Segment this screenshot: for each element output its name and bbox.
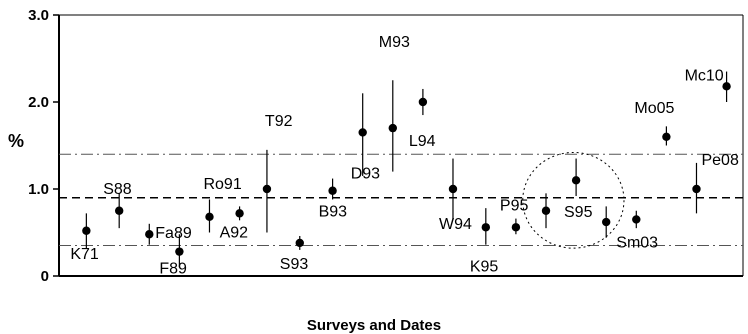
point-marker [295,238,304,248]
point-label: F89 [159,261,187,278]
data-point: D93 [351,93,380,182]
data-point: S93 [280,235,309,273]
data-point: Fa89 [145,223,192,245]
data-point: B93 [319,178,348,221]
reference-lines [59,153,743,247]
point-marker [418,97,428,107]
data-points: K71 S88 Fa89 F89 Ro91 A92 T92 S93 B93 D93 M93 L94 W9… [70,34,739,278]
point-label: P95 [500,197,529,214]
point-marker [632,215,641,224]
point-label: Mo05 [634,100,674,117]
point-marker [511,223,521,232]
data-point: W94 [439,158,472,233]
point-label: D93 [351,165,380,182]
point-label: A92 [220,224,249,241]
data-point: T92 [262,113,293,233]
circle-annotation-layer [522,151,625,249]
point-label: T92 [265,113,293,130]
data-point: Sm03 [616,210,658,251]
data-point [602,206,611,238]
point-label: Mc10 [685,67,724,84]
point-label: M93 [379,34,410,51]
point-label: L94 [409,133,436,150]
point-marker [722,82,731,91]
point-label: Ro91 [203,176,241,193]
point-marker [602,217,611,227]
data-point: K71 [70,213,99,263]
point-label: Fa89 [155,225,192,242]
point-marker [175,247,184,256]
point-marker [235,209,244,218]
y-tick-label: 3.0 [28,7,49,24]
point-marker [481,223,491,232]
y-tick-label: 0 [41,268,49,285]
point-marker [662,132,671,141]
point-marker [114,206,124,215]
point-label: S93 [280,256,309,273]
point-label: B93 [319,204,348,221]
data-point: A92 [220,206,249,241]
data-point: L94 [409,88,436,150]
point-label: W94 [439,216,472,233]
point-marker [692,184,701,194]
point-marker [262,184,272,194]
data-point: S95 [541,193,593,229]
point-marker [328,186,337,195]
point-marker [571,176,581,185]
data-point: S88 [103,181,132,229]
y-axis-ticks: 0 1.0 2.0 3.0 [28,7,59,285]
point-label: S88 [103,181,132,198]
x-axis-label: Surveys and Dates [307,317,441,334]
y-axis-label: % [8,131,24,151]
point-label: Sm03 [616,234,658,251]
data-point [571,158,581,196]
data-point: M93 [379,34,410,172]
plot-frame [58,14,744,277]
point-marker [358,128,367,137]
point-marker [541,206,551,215]
data-point: P95 [500,197,529,235]
point-label: S95 [564,204,593,221]
point-label: Pe08 [701,152,738,169]
point-marker [388,123,397,133]
point-marker [82,226,91,235]
point-label: K71 [70,246,99,263]
point-marker [448,184,458,194]
point-marker [205,212,214,222]
point-marker [145,230,154,239]
data-point: F89 [159,234,187,278]
point-label: K95 [470,258,499,275]
data-point: Mc10 [685,67,731,102]
y-tick-label: 1.0 [28,181,49,198]
data-point: Pe08 [692,152,739,214]
highlight-circle [522,151,625,249]
y-tick-label: 2.0 [28,94,49,111]
data-point: K95 [470,208,499,275]
data-point: Mo05 [634,100,675,146]
data-point: Ro91 [203,176,242,233]
